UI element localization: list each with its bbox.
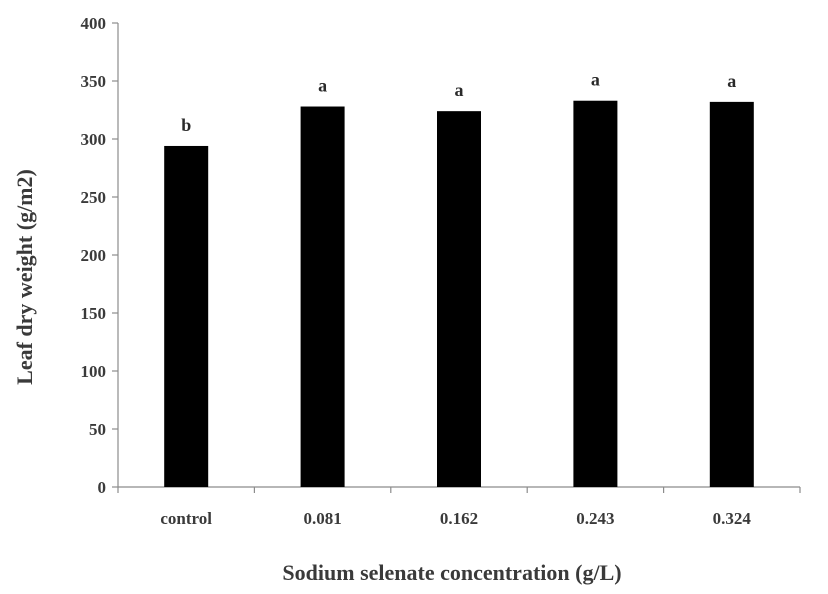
x-tick-label: 0.162 (440, 509, 478, 528)
y-tick-label: 50 (89, 420, 106, 439)
y-axis: 0 50 100 150 200 250 300 350 400 (81, 14, 119, 497)
y-axis-title: Leaf dry weight (g/m2) (12, 169, 37, 385)
bar-control (164, 145, 209, 487)
significance-letter: a (591, 70, 600, 90)
bar-0.162 (437, 111, 481, 487)
y-tick-label: 300 (81, 130, 107, 149)
significance-letter: a (455, 80, 464, 100)
y-tick-label: 350 (81, 72, 107, 91)
y-tick-label: 400 (81, 14, 107, 33)
significance-letter: a (727, 71, 736, 91)
bars (164, 100, 754, 488)
bar-0.081 (300, 106, 345, 488)
bar-0.243 (573, 100, 618, 487)
x-tick-label: 0.324 (713, 509, 752, 528)
significance-letters: b a a a a (181, 70, 736, 135)
y-tick-label: 150 (81, 304, 107, 323)
x-tick-label: 0.243 (576, 509, 614, 528)
x-tick-label: 0.081 (303, 509, 341, 528)
x-axis: control 0.081 0.162 0.243 0.324 (117, 486, 801, 528)
y-tick-label: 250 (81, 188, 107, 207)
y-tick-label: 0 (98, 478, 107, 497)
y-tick-label: 100 (81, 362, 107, 381)
x-axis-title: Sodium selenate concentration (g/L) (282, 560, 621, 585)
x-tick-label: control (160, 509, 212, 528)
significance-letter: b (181, 115, 191, 135)
bar-0.324 (709, 101, 754, 487)
significance-letter: a (318, 76, 327, 96)
y-tick-label: 200 (81, 246, 107, 265)
